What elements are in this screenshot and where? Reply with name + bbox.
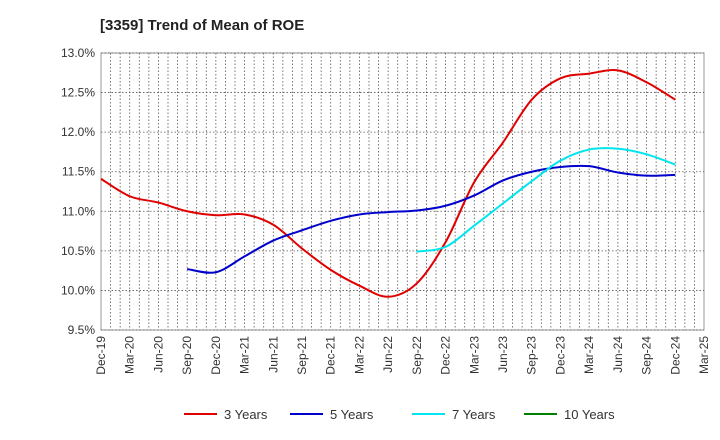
x-tick-label: Mar-20 — [123, 336, 137, 374]
x-tick-label: Jun-20 — [151, 336, 165, 373]
plot-area — [100, 52, 705, 331]
y-tick-label: 13.0% — [61, 46, 95, 60]
x-tick-label: Sep-21 — [295, 336, 309, 375]
x-tick-label: Mar-24 — [582, 336, 596, 374]
x-tick-label: Sep-20 — [180, 336, 194, 375]
x-tick-label: Sep-24 — [640, 336, 654, 375]
y-tick-label: 12.0% — [61, 125, 95, 139]
legend: 3 Years 5 Years 7 Years 10 Years — [184, 407, 615, 422]
y-tick-label: 9.5% — [68, 323, 96, 337]
x-tick-label: Mar-25 — [697, 336, 711, 374]
x-tick-label: Dec-19 — [94, 336, 108, 375]
y-tick-label: 10.5% — [61, 244, 95, 258]
x-tick-label: Mar-22 — [352, 336, 366, 374]
series-line-3-years — [100, 69, 676, 298]
x-tick-label: Jun-23 — [496, 336, 510, 373]
y-axis-ticks: 9.5% 10.0% 10.5% 11.0% 11.5% 12.0% 12.5% 13.0% — [61, 46, 95, 337]
x-tick-label: Sep-22 — [410, 336, 424, 375]
x-tick-label: Dec-23 — [553, 336, 567, 375]
y-tick-label: 10.0% — [61, 283, 95, 297]
series-lines — [100, 69, 676, 298]
y-tick-label: 11.5% — [62, 165, 95, 179]
x-tick-label: Jun-22 — [381, 336, 395, 373]
legend-label-3-years: 3 Years — [224, 407, 268, 422]
series-line-5-years — [186, 164, 676, 274]
legend-label-7-years: 7 Years — [452, 407, 496, 422]
x-tick-label: Dec-24 — [668, 336, 682, 375]
series-line-7-years — [416, 147, 676, 253]
x-tick-label: Dec-22 — [439, 336, 453, 375]
x-tick-label: Mar-21 — [238, 336, 252, 374]
x-tick-label: Jun-24 — [611, 336, 625, 373]
y-tick-label: 12.5% — [61, 86, 95, 100]
y-tick-label: 11.0% — [62, 204, 95, 218]
legend-label-10-years: 10 Years — [564, 407, 615, 422]
x-tick-label: Sep-23 — [525, 336, 539, 375]
x-tick-label: Jun-21 — [266, 336, 280, 373]
x-tick-label: Mar-23 — [467, 336, 481, 374]
x-tick-label: Dec-20 — [209, 336, 223, 375]
legend-label-5-years: 5 Years — [330, 407, 374, 422]
chart-title: [3359] Trend of Mean of ROE — [100, 17, 304, 34]
x-tick-label: Dec-21 — [324, 336, 338, 375]
x-axis-ticks: Dec-19 Mar-20 Jun-20 Sep-20 Dec-20 Mar-21 Jun-… — [94, 336, 711, 375]
